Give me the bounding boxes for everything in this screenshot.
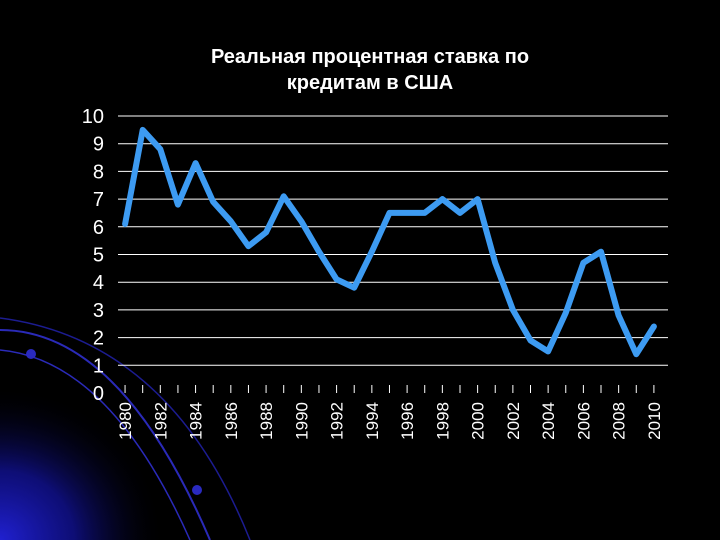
x-tick-label: 2004 — [539, 402, 558, 440]
series-layer — [122, 126, 657, 358]
grid-layer — [118, 115, 668, 366]
x-tick-label: 2000 — [469, 402, 488, 440]
y-tick-label: 10 — [82, 106, 104, 128]
x-tick-label: 2002 — [504, 402, 523, 440]
corner-glow — [0, 260, 300, 540]
y-tick-label: 5 — [93, 245, 104, 267]
x-tick-label: 1990 — [292, 402, 311, 440]
x-tick-label: 1994 — [363, 402, 382, 440]
x-tick-label: 1986 — [222, 402, 241, 440]
x-tick-label: 1984 — [187, 402, 206, 440]
x-tick-label: 1980 — [116, 402, 135, 440]
y-tick-label: 3 — [93, 300, 104, 322]
y-tick-label: 8 — [93, 161, 104, 183]
y-tick-label: 0 — [93, 383, 104, 405]
decor-dot — [192, 485, 202, 495]
x-tick-label: 2008 — [610, 402, 629, 440]
y-tick-label: 7 — [93, 189, 104, 211]
x-tick-label: 1996 — [398, 402, 417, 440]
y-axis-ticks: 0 1 2 3 4 5 6 7 8 9 10 — [82, 106, 104, 405]
y-tick-label: 1 — [93, 355, 104, 377]
chart-title-line-1: Реальная процентная ставка по — [210, 46, 530, 68]
y-tick-label: 4 — [93, 272, 104, 294]
y-tick-label: 6 — [93, 217, 104, 239]
decor-arc — [0, 329, 211, 540]
chart-title: Реальная процентная ставка по кредитам в… — [120, 44, 620, 96]
y-tick-label: 2 — [93, 328, 104, 350]
series-line — [122, 126, 657, 358]
x-tick-label: 1988 — [257, 402, 276, 440]
decor-arc — [0, 317, 251, 540]
x-tick-label: 2010 — [645, 402, 664, 440]
decor-dot — [26, 349, 36, 359]
y-tick-label: 9 — [93, 134, 104, 156]
x-tick-label: 2006 — [574, 402, 593, 440]
x-tick-label: 1982 — [151, 402, 170, 440]
x-tick-label: 1992 — [328, 402, 347, 440]
chart-title-line-2: кредитам в США — [286, 72, 454, 94]
x-tick-label: 1998 — [433, 402, 452, 440]
x-axis-ticks: 1980 1982 1984 1986 1988 1990 1992 1994 1996 1998… — [116, 385, 664, 440]
